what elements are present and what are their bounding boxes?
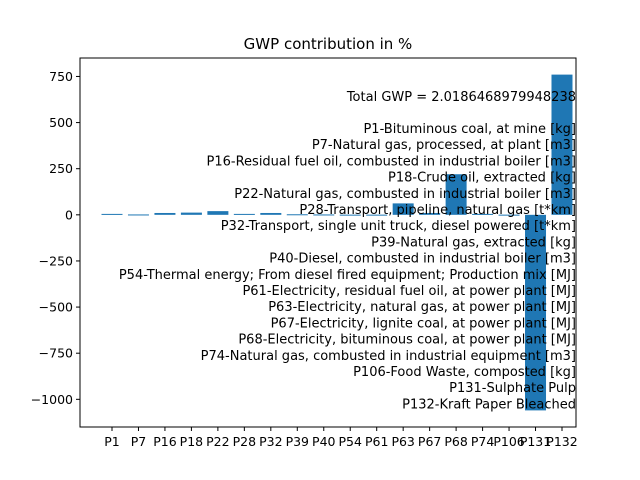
- legend-entry: P54-Thermal energy; From diesel fired eq…: [119, 268, 576, 283]
- legend-entry: P7-Natural gas, processed, at plant [m3]: [312, 138, 576, 153]
- legend-entry: P40-Diesel, combusted in industrial boil…: [269, 252, 576, 267]
- x-tick-label: P18: [180, 434, 203, 449]
- bar-P132: [551, 74, 573, 215]
- legend-entry: P132-Kraft Paper Bleached: [402, 397, 576, 412]
- y-tick-label: 750: [49, 69, 73, 84]
- x-tick-label: P63: [391, 434, 414, 449]
- bar-P7: [127, 214, 149, 216]
- bar-P74: [472, 213, 494, 215]
- legend-entry: P1-Bituminous coal, at mine [kg]: [363, 122, 576, 137]
- bar-P18: [180, 212, 202, 215]
- x-tick-label: P131: [520, 434, 551, 449]
- process-legend: P1-Bituminous coal, at mine [kg]P7-Natur…: [119, 122, 576, 412]
- legend-entry: P61-Electricity, residual fuel oil, at p…: [242, 284, 576, 299]
- x-tick-label: P28: [233, 434, 256, 449]
- bar-P67: [419, 212, 441, 215]
- y-tick-label: −250: [39, 253, 73, 268]
- legend-entry: P106-Food Waste, composted [kg]: [353, 365, 576, 380]
- y-axis: −1000 −750 −500 −250 0 250 500 750: [31, 69, 80, 407]
- legend-entry: P74-Natural gas, combusted in industrial…: [201, 349, 576, 364]
- y-tick-label: −750: [39, 346, 73, 361]
- chart-title: GWP contribution in %: [244, 35, 413, 53]
- x-tick-label: P132: [546, 434, 577, 449]
- x-tick-label: P67: [418, 434, 441, 449]
- bar-P63: [392, 203, 414, 215]
- x-axis: P1 P7 P16 P18 P22 P28 P32 P39 P40 P54 P61 P63 P67 P68…: [104, 427, 578, 449]
- legend-entry: P28-Transport, pipeline, natural gas [t*…: [299, 203, 576, 218]
- legend-entry: P32-Transport, single unit truck, diesel…: [221, 219, 576, 234]
- legend-entry: P131-Sulphate Pulp: [449, 381, 576, 396]
- bar-P16: [154, 212, 176, 215]
- bars-group: [101, 74, 573, 411]
- x-tick-label: P106: [493, 434, 524, 449]
- legend-entry: P68-Electricity, bituminous coal, at pow…: [238, 333, 576, 348]
- bar-P68: [445, 174, 467, 215]
- x-tick-label: P22: [206, 434, 229, 449]
- x-tick-label: P74: [471, 434, 494, 449]
- plot-frame: [79, 57, 577, 428]
- y-tick-label: 500: [49, 115, 73, 130]
- x-tick-label: P40: [312, 434, 335, 449]
- bar-P1: [101, 213, 123, 215]
- bar-P61: [366, 214, 388, 216]
- bar-P131: [525, 214, 547, 411]
- bar-P54: [339, 214, 361, 216]
- x-tick-label: P39: [286, 434, 309, 449]
- x-tick-label: P54: [339, 434, 362, 449]
- x-tick-label: P61: [365, 434, 388, 449]
- x-tick-label: P16: [153, 434, 176, 449]
- x-tick-label: P68: [444, 434, 467, 449]
- legend-entry: P39-Natural gas, extracted [kg]: [371, 235, 576, 250]
- bar-P32: [260, 212, 282, 215]
- bar-P22: [207, 211, 229, 215]
- y-tick-label: −500: [39, 300, 73, 315]
- bar-P106: [498, 214, 520, 216]
- x-tick-label: P7: [131, 434, 147, 449]
- legend-entry: P22-Natural gas, combusted in industrial…: [234, 187, 576, 202]
- bar-P39: [286, 214, 308, 216]
- total-gwp-annotation: Total GWP = 2.0186468979948238: [346, 90, 576, 105]
- bar-P28: [233, 213, 255, 215]
- x-tick-label: P32: [259, 434, 282, 449]
- legend-entry: P18-Crude oil, extracted [kg]: [388, 171, 576, 186]
- legend-entry: P16-Residual fuel oil, combusted in indu…: [207, 154, 576, 169]
- y-tick-label: 0: [65, 207, 73, 222]
- legend-entry: P63-Electricity, natural gas, at power p…: [268, 300, 576, 315]
- bar-P40: [313, 214, 335, 216]
- legend-entry: P67-Electricity, lignite coal, at power …: [271, 316, 576, 331]
- y-tick-label: 250: [49, 161, 73, 176]
- y-tick-label: −1000: [31, 392, 73, 407]
- x-tick-label: P1: [104, 434, 120, 449]
